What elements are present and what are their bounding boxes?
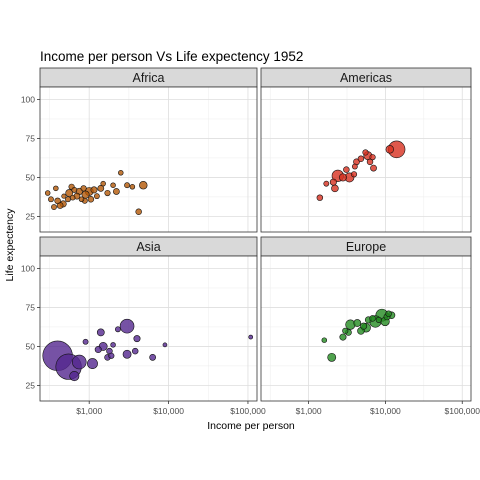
data-point (78, 196, 85, 202)
data-point (90, 186, 98, 194)
data-point (329, 178, 337, 186)
data-point (82, 338, 89, 345)
data-point (87, 196, 95, 203)
data-point (104, 189, 111, 197)
data-point (69, 371, 80, 382)
data-point (110, 342, 116, 348)
data-point (316, 194, 324, 201)
data-point (343, 166, 350, 173)
data-point (48, 196, 54, 203)
data-point (122, 349, 132, 359)
data-point (93, 193, 100, 200)
data-point (113, 188, 120, 195)
data-point (53, 185, 59, 192)
panel-border (260, 255, 472, 402)
data-point (350, 171, 358, 178)
y-tick-label: 100 (21, 263, 35, 273)
facet-panels: Africa 25 50 75 100 Americas Asia 25 50 75 100 $1,0… (21, 67, 480, 416)
data-point (366, 158, 374, 166)
y-tick-label: 50 (26, 172, 36, 182)
data-point (44, 190, 51, 196)
data-point (96, 328, 105, 337)
facet-strip-label: Africa (133, 71, 165, 85)
panel-border (39, 86, 258, 233)
data-point (162, 342, 168, 348)
facet-panel-africa: Africa 25 50 75 100 (21, 67, 258, 233)
data-point (65, 189, 74, 197)
y-tick-label: 75 (26, 133, 36, 143)
data-point (129, 184, 136, 190)
data-point (149, 353, 157, 361)
data-point (114, 326, 121, 333)
data-point (131, 347, 139, 355)
data-point (119, 318, 135, 334)
panel-border (260, 86, 472, 233)
data-point (139, 181, 148, 190)
data-point (338, 173, 347, 182)
y-tick-label: 25 (26, 211, 36, 221)
data-point (69, 194, 76, 201)
data-point (323, 180, 330, 187)
y-axis-title: Life expectency (4, 208, 16, 282)
data-point (321, 337, 328, 343)
data-point (72, 354, 87, 370)
data-point (65, 196, 71, 203)
x-axis-title: Income per person (207, 420, 295, 432)
data-point (110, 182, 116, 188)
data-point (248, 334, 254, 340)
data-point (331, 184, 339, 193)
data-point (385, 310, 392, 317)
data-point (327, 352, 337, 362)
facet-panel-asia: Asia 25 50 75 100 $1,000 $10,000 $100,000 (21, 236, 266, 416)
data-point (385, 145, 394, 154)
data-point (100, 180, 106, 187)
x-tick-label: $10,000 (370, 406, 401, 416)
data-point (369, 154, 376, 161)
data-point (94, 346, 102, 354)
data-point (353, 319, 362, 327)
panel-background (40, 87, 257, 232)
data-point (339, 333, 347, 341)
data-point (61, 193, 67, 199)
data-point (369, 315, 376, 322)
x-tick-label: $10,000 (153, 406, 184, 416)
data-point (360, 322, 368, 330)
panel-border (39, 255, 258, 402)
data-point (71, 186, 78, 193)
data-point (118, 170, 124, 176)
data-point (97, 184, 105, 192)
data-point (51, 204, 57, 210)
y-tick-label: 50 (26, 341, 36, 351)
data-point (362, 149, 369, 156)
data-point (80, 185, 87, 192)
data-point (342, 327, 349, 334)
facet-strip-label: Americas (340, 71, 392, 85)
y-tick-label: 25 (26, 380, 36, 390)
data-point (54, 197, 61, 205)
data-point (370, 164, 377, 172)
chart-title: Income per person Vs Life expectency 195… (40, 49, 303, 64)
x-tick-label: $1,000 (296, 406, 322, 416)
data-point (135, 208, 142, 215)
x-tick-label: $100,000 (230, 406, 266, 416)
x-tick-label: $100,000 (445, 406, 480, 416)
data-point (357, 155, 365, 162)
data-point (124, 182, 130, 189)
facet-panel-americas: Americas (260, 67, 472, 233)
x-tick-label: $1,000 (76, 406, 102, 416)
facet-strip-label: Asia (136, 240, 160, 254)
y-tick-label: 100 (21, 94, 35, 104)
data-point (108, 352, 115, 359)
data-point (133, 335, 141, 343)
facet-panel-europe: Europe $1,000 $10,000 $100,000 (260, 236, 480, 416)
data-point (87, 358, 98, 369)
data-point (375, 316, 382, 324)
y-tick-label: 75 (26, 302, 36, 312)
facet-strip-label: Europe (346, 240, 386, 254)
data-point (351, 163, 358, 170)
